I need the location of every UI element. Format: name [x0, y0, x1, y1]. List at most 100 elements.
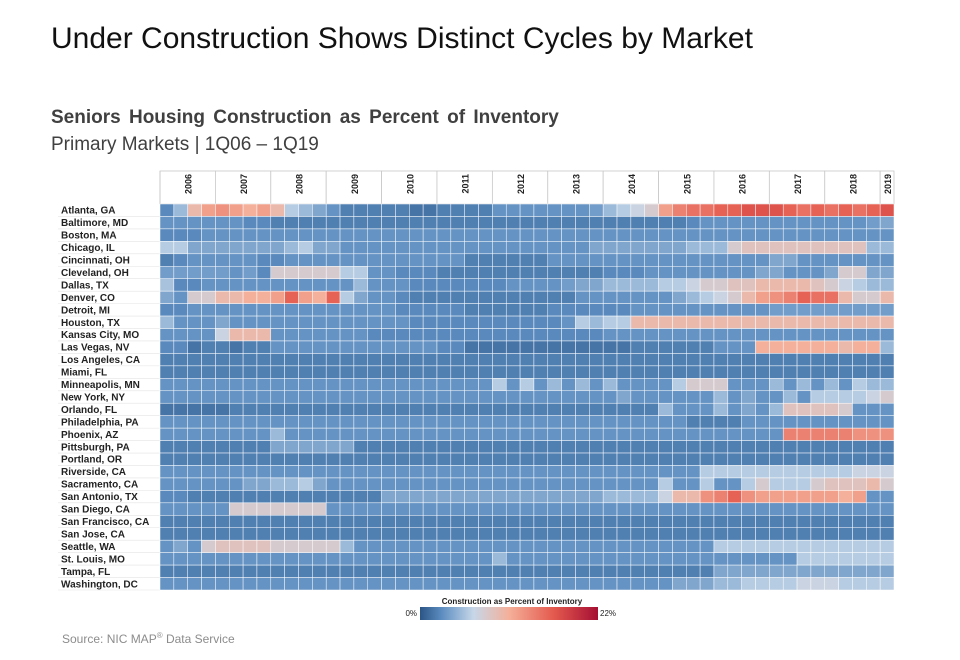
heatmap-cell — [589, 253, 604, 267]
heatmap-cell — [422, 353, 438, 367]
heatmap-cell — [422, 415, 438, 429]
heatmap-cell — [741, 203, 756, 217]
heatmap-cell — [478, 266, 493, 279]
heatmap-cell — [561, 402, 576, 416]
heatmap-cell — [395, 241, 410, 255]
heatmap-cell — [713, 539, 729, 553]
heatmap-cell — [409, 440, 424, 454]
heatmap-cell — [201, 266, 216, 279]
heatmap-cell — [866, 228, 881, 242]
heatmap-cell — [229, 415, 244, 429]
heatmap-cell — [575, 290, 590, 304]
heatmap-cell — [533, 253, 549, 267]
heatmap-cell — [353, 216, 368, 230]
heatmap-cell — [644, 490, 659, 504]
heatmap-cell — [367, 378, 382, 392]
heatmap-cell — [547, 515, 562, 528]
heatmap-cell — [436, 378, 452, 392]
heatmap-cell — [381, 328, 396, 342]
heatmap-cell — [450, 315, 465, 329]
market-label: Las Vegas, NV — [61, 343, 130, 354]
heatmap-cell — [229, 203, 244, 217]
heatmap-cell — [866, 365, 881, 379]
heatmap-cell — [769, 490, 784, 504]
heatmap-cell — [450, 415, 465, 429]
heatmap-cell — [492, 515, 507, 528]
heatmap-cell — [173, 266, 188, 279]
color-legend: Construction as Percent of Inventory 0% … — [405, 597, 616, 620]
heatmap-cell — [838, 577, 853, 591]
heatmap-cell — [159, 477, 175, 491]
heatmap-cell — [478, 465, 493, 479]
heatmap-cell — [298, 502, 313, 516]
heatmap-cell — [436, 253, 452, 267]
heatmap-cell — [533, 490, 549, 504]
heatmap-cell — [284, 328, 299, 342]
heatmap-cell — [561, 502, 576, 516]
heatmap-cell — [644, 328, 659, 342]
heatmap-cell — [436, 365, 452, 379]
heatmap-cell — [838, 490, 853, 504]
heatmap-cell — [866, 216, 881, 230]
heatmap-cell — [658, 577, 673, 591]
heatmap-cell — [810, 228, 826, 242]
heatmap-cell — [270, 402, 285, 416]
heatmap-cell — [686, 577, 701, 591]
heatmap-cell — [644, 415, 659, 429]
market-label: Denver, CO — [61, 293, 115, 304]
heatmap-cell — [879, 390, 895, 404]
heatmap-cell — [589, 465, 604, 479]
heatmap-cell — [810, 203, 826, 217]
heatmap-cell — [478, 365, 493, 379]
heatmap-cell — [436, 290, 452, 304]
heatmap-cell — [215, 527, 230, 541]
heatmap-cell — [519, 515, 535, 528]
heatmap-cell — [852, 477, 867, 491]
heatmap-cell — [741, 303, 756, 317]
heatmap-cell — [422, 477, 438, 491]
heatmap-cell — [298, 427, 313, 441]
heatmap-cell — [879, 266, 895, 279]
heatmap-cell — [478, 378, 493, 392]
heatmap-cell — [769, 539, 784, 553]
heatmap-cell — [741, 216, 756, 230]
heatmap-cell — [395, 203, 410, 217]
heatmap-cell — [367, 440, 382, 454]
heatmap-cell — [464, 502, 479, 516]
heatmap-cell — [672, 527, 687, 541]
heatmap-cell — [298, 515, 313, 528]
heatmap-cell — [312, 564, 327, 578]
heatmap-cell — [519, 241, 535, 255]
heatmap-cell — [312, 241, 327, 255]
heatmap-cell — [699, 378, 715, 392]
heatmap-cell — [478, 228, 493, 242]
heatmap-cell — [215, 502, 230, 516]
heatmap-cell — [796, 477, 812, 491]
heatmap-cell — [159, 402, 175, 416]
year-label: 2019 — [883, 174, 893, 194]
heatmap-cell — [339, 290, 355, 304]
heatmap-cell — [866, 253, 881, 267]
heatmap-cell — [866, 477, 881, 491]
heatmap-cell — [686, 539, 701, 553]
heatmap-cell — [256, 303, 272, 317]
heatmap-cell — [658, 502, 673, 516]
heatmap-cell — [575, 365, 590, 379]
heatmap-cell — [533, 228, 549, 242]
heatmap-cell — [229, 577, 244, 591]
heatmap-cell — [325, 365, 341, 379]
heatmap-cell — [602, 353, 618, 367]
heatmap-cell — [699, 365, 715, 379]
heatmap-cell — [381, 253, 396, 267]
heatmap-cell — [699, 415, 715, 429]
heatmap-cell — [852, 340, 867, 354]
heatmap-cell — [644, 502, 659, 516]
heatmap-cell — [810, 402, 826, 416]
heatmap-cell — [672, 303, 687, 317]
heatmap-cell — [838, 415, 853, 429]
heatmap-cell — [339, 328, 355, 342]
heatmap-cell — [589, 490, 604, 504]
heatmap-cell — [879, 577, 895, 591]
heatmap-cell — [602, 303, 618, 317]
heatmap-cell — [658, 564, 673, 578]
